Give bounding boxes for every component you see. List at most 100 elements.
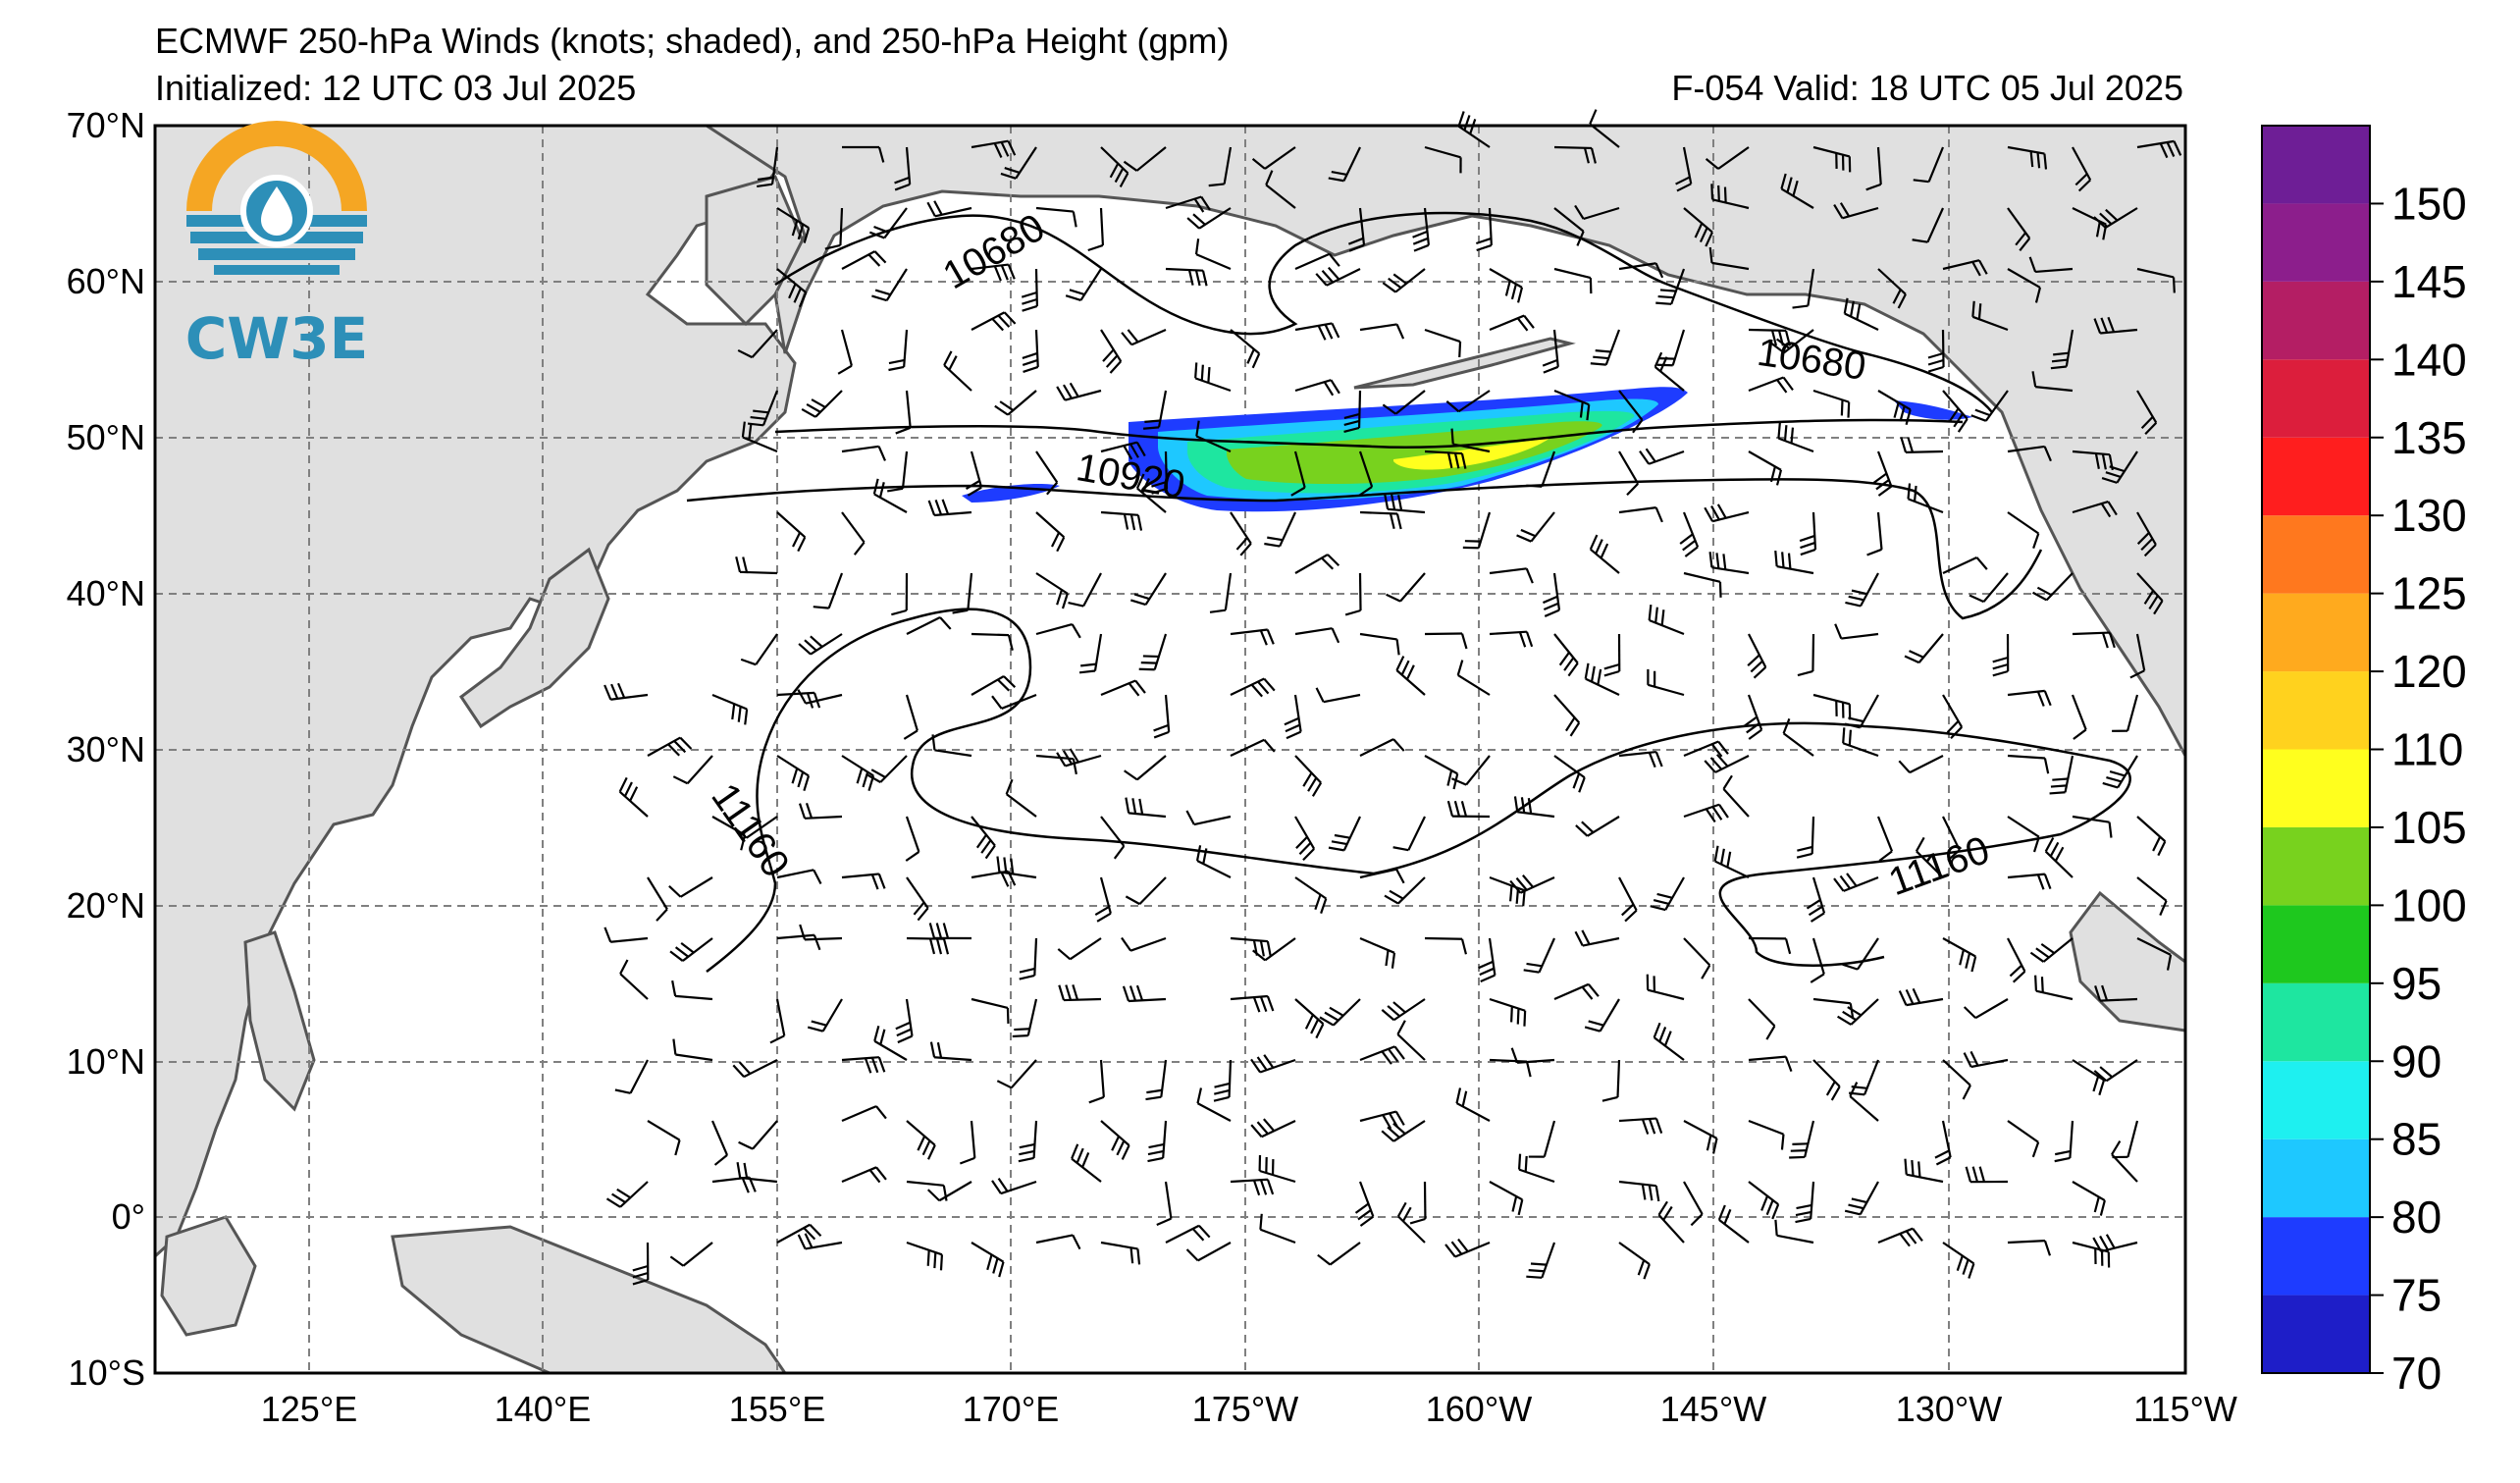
wind-barb-flag bbox=[2053, 351, 2070, 356]
wind-barb-flag bbox=[1324, 1011, 1339, 1022]
wind-barb-flag bbox=[926, 201, 936, 217]
wind-barb bbox=[1264, 937, 1296, 962]
wind-barb-flag bbox=[1839, 874, 1852, 889]
wind-barb-flag bbox=[1875, 479, 1890, 491]
wind-barb-flag bbox=[1256, 1121, 1269, 1135]
wind-barb-flag bbox=[750, 415, 766, 420]
wind-barb-flag bbox=[1897, 293, 1907, 309]
wind-barb-flag bbox=[757, 183, 773, 187]
wind-barb-flag bbox=[1019, 1149, 1035, 1156]
wind-barb-flag bbox=[1796, 1203, 1812, 1210]
wind-barb-flag bbox=[1676, 183, 1692, 192]
wind-barb-flag bbox=[1626, 483, 1639, 497]
wind-barb-flag bbox=[1578, 776, 1586, 793]
wind-barb-flag bbox=[1969, 594, 1985, 604]
wind-barb-flag bbox=[674, 1139, 681, 1156]
wind-barb-flag bbox=[1520, 528, 1537, 538]
wind-barb-flag bbox=[1113, 845, 1126, 860]
wind-barb-flag bbox=[1022, 358, 1038, 366]
lat-label: 40°N bbox=[67, 573, 145, 613]
colorbar-segment bbox=[2262, 1295, 2370, 1373]
wind-barb-flag bbox=[2100, 503, 2112, 518]
wind-barb-flag bbox=[1259, 1213, 1263, 1230]
wind-barb-flag bbox=[1787, 553, 1792, 569]
colorbar-label: 130 bbox=[2391, 490, 2467, 541]
wind-barb-flag bbox=[1453, 800, 1461, 817]
wind-barb-flag bbox=[1719, 848, 1725, 865]
wind-barb-flag bbox=[809, 1223, 822, 1238]
wind-barb-flag bbox=[1311, 782, 1323, 797]
chart-title: ECMWF 250-hPa Winds (knots; shaded), and… bbox=[155, 21, 1230, 61]
wind-barb-flag bbox=[872, 478, 879, 495]
wind-barb-flag bbox=[1395, 639, 1400, 656]
wind-barb-flag bbox=[619, 959, 629, 975]
wind-barb-flag bbox=[680, 942, 695, 954]
wind-barb-flag bbox=[788, 283, 797, 299]
wind-barb-flag bbox=[1136, 1248, 1141, 1265]
wind-barb-flag bbox=[1656, 892, 1673, 899]
wind-barb bbox=[1099, 1059, 1105, 1097]
wind-barb-flag bbox=[797, 224, 805, 240]
colorbar-segment bbox=[2262, 826, 2370, 906]
wind-barb-flag bbox=[1770, 342, 1785, 354]
wind-barb-flag bbox=[1948, 407, 1960, 423]
wind-barb-flag bbox=[1524, 1155, 1528, 1172]
wind-barb-flag bbox=[1679, 533, 1694, 545]
wind-barb-flag bbox=[1392, 1001, 1406, 1014]
colorbar-label: 95 bbox=[2391, 958, 2441, 1009]
wind-barb-flag bbox=[1321, 269, 1334, 284]
wind-barb-flag bbox=[1632, 419, 1644, 434]
wind-barb bbox=[1359, 323, 1397, 332]
valid-label: F-054 Valid: 18 UTC 05 Jul 2025 bbox=[1671, 68, 2183, 108]
wind-barb-flag bbox=[1111, 1136, 1121, 1151]
wind-barb-flag bbox=[1525, 631, 1534, 648]
wind-barb-flag bbox=[1851, 1197, 1867, 1204]
wind-barb-flag bbox=[1382, 282, 1396, 293]
wind-barb-flag bbox=[980, 839, 992, 854]
wind-barb-flag bbox=[1347, 237, 1364, 245]
wind-barb bbox=[2007, 445, 2045, 453]
wind-barb-flag bbox=[1456, 660, 1464, 676]
wind-barb-flag bbox=[1302, 771, 1313, 787]
wind-barb-flag bbox=[1000, 141, 1010, 157]
wind-barb-flag bbox=[874, 289, 891, 296]
wind-barb-flag bbox=[1658, 1027, 1667, 1042]
wind-barb-flag bbox=[611, 1192, 626, 1203]
wind-barb-flag bbox=[629, 786, 639, 802]
wind-barb-flag bbox=[2054, 1149, 2072, 1156]
wind-barb-flag bbox=[669, 950, 684, 962]
wind-barb-flag bbox=[891, 609, 908, 616]
wind-barb-flag bbox=[991, 1180, 1002, 1194]
wind-barb-flag bbox=[1105, 354, 1119, 368]
wind-barb-flag bbox=[1648, 1118, 1656, 1135]
wind-barb-flag bbox=[1396, 1020, 1406, 1035]
wind-barb-flag bbox=[1142, 426, 1160, 430]
wind-barb-flag bbox=[2140, 415, 2154, 429]
wind-barb-flag bbox=[2036, 586, 2053, 597]
wind-barb-flag bbox=[1286, 730, 1302, 740]
wind-barb-flag bbox=[1122, 985, 1130, 1002]
wind-barb-flag bbox=[1750, 660, 1763, 673]
logo-sun-arc bbox=[186, 121, 367, 211]
contour-10920-north bbox=[774, 418, 1964, 450]
wind-barb-flag bbox=[1194, 238, 1200, 255]
wind-barb-flag bbox=[1650, 905, 1666, 912]
wind-barb-flag bbox=[1800, 548, 1816, 556]
wind-barb bbox=[839, 207, 844, 246]
wind-barb-flag bbox=[871, 294, 888, 302]
wind-barb bbox=[1942, 816, 1961, 851]
wind-barb-flag bbox=[1771, 1203, 1780, 1220]
colorbar-segment bbox=[2262, 359, 2370, 438]
wind-barb-flag bbox=[1718, 581, 1722, 598]
wind-barb bbox=[1069, 937, 1102, 961]
wind-barb-flag bbox=[1905, 409, 1912, 426]
wind-barb-flag bbox=[993, 265, 1002, 282]
wind-barb-flag bbox=[1784, 330, 1791, 346]
wind-barb-flag bbox=[2032, 533, 2040, 549]
wind-barb bbox=[1618, 390, 1644, 421]
wind-barb-flag bbox=[878, 482, 885, 499]
wind-barb-flag bbox=[1357, 1209, 1372, 1221]
wind-barb-flag bbox=[1776, 379, 1788, 394]
wind-barb bbox=[1035, 206, 1074, 213]
wind-barb-flag bbox=[1530, 1262, 1548, 1266]
